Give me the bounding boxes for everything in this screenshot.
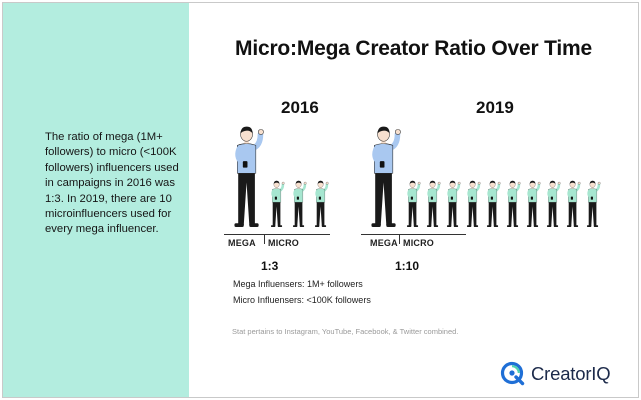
micro-label-2019: MICRO bbox=[403, 238, 434, 248]
year-label-2019: 2019 bbox=[476, 98, 514, 117]
page-title: Micro:Mega Creator Ratio Over Time bbox=[235, 37, 592, 60]
micro-influencer-figure bbox=[486, 180, 501, 227]
micro-influencer-figure bbox=[270, 180, 285, 227]
sidebar-description: The ratio of mega (1M+ followers) to mic… bbox=[45, 131, 179, 236]
mega-influencer-figure bbox=[371, 126, 401, 227]
axis-divider-2019 bbox=[399, 234, 400, 244]
micro-influencer-figure bbox=[586, 180, 601, 227]
ratio-2016: 1:3 bbox=[261, 259, 279, 273]
axis-divider-2016 bbox=[264, 234, 265, 244]
micro-influencer-figure bbox=[446, 180, 461, 227]
sidebar-panel: The ratio of mega (1M+ followers) to mic… bbox=[3, 3, 189, 397]
footnote: Stat pertains to Instagram, YouTube, Fac… bbox=[232, 327, 459, 336]
micro-influencer-figure bbox=[506, 180, 521, 227]
mega-label-2016: MEGA bbox=[228, 238, 256, 248]
micro-label-2016: MICRO bbox=[268, 238, 299, 248]
mega-label-2019: MEGA bbox=[370, 238, 398, 248]
micro-influencer-figure bbox=[292, 180, 307, 227]
creatoriq-q-logo-icon bbox=[500, 361, 525, 386]
micro-influencer-figure bbox=[426, 180, 441, 227]
micro-influencer-figure bbox=[314, 180, 329, 227]
micro-influencer-figure bbox=[546, 180, 561, 227]
year-label-2016: 2016 bbox=[281, 98, 319, 117]
legend-mega: Mega Influensers: 1M+ followers bbox=[233, 279, 363, 289]
axis-line-2016 bbox=[224, 234, 330, 235]
micro-influencer-figure bbox=[406, 180, 421, 227]
creatoriq-logo[interactable]: CreatorIQ bbox=[500, 359, 611, 389]
micro-influencer-figure bbox=[566, 180, 581, 227]
ratio-2019: 1:10 bbox=[395, 259, 420, 273]
micro-influencer-figure bbox=[526, 180, 541, 227]
logo-wordmark: CreatorIQ bbox=[531, 363, 611, 384]
axis-line-2019 bbox=[361, 234, 466, 235]
mega-influencer-figure bbox=[234, 126, 264, 227]
legend-micro: Micro Influensers: <100K followers bbox=[233, 295, 371, 305]
micro-influencer-figure bbox=[466, 180, 481, 227]
